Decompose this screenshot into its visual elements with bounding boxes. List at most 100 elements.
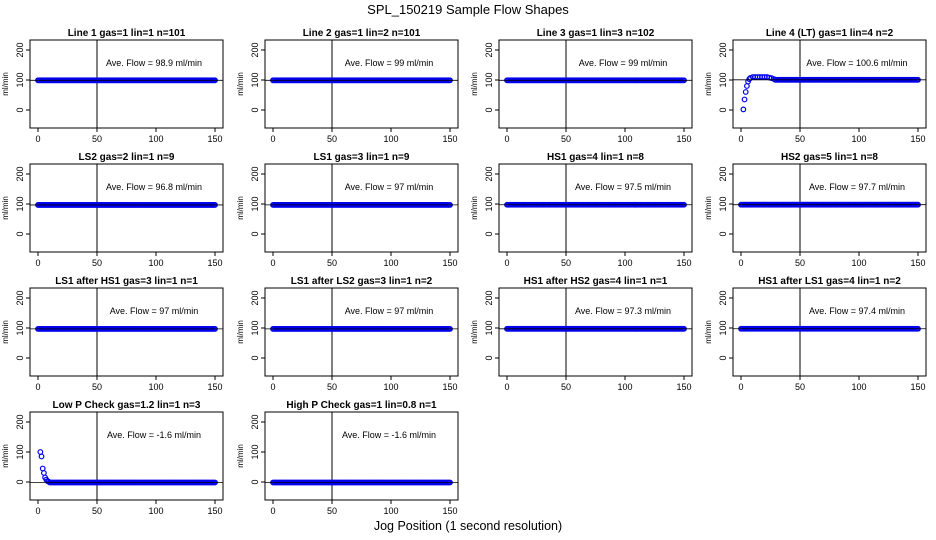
y-tick-label: 100 bbox=[484, 196, 494, 211]
plot-frame bbox=[498, 39, 693, 129]
data-point bbox=[740, 106, 747, 113]
y-tick-label: 0 bbox=[250, 107, 260, 112]
x-tick-label: 0 bbox=[738, 382, 743, 392]
x-tick-label: 100 bbox=[851, 258, 866, 268]
x-tick-label: 0 bbox=[738, 134, 743, 144]
y-tick-label: 0 bbox=[718, 355, 728, 360]
x-tick-label: 0 bbox=[504, 258, 509, 268]
x-tick-label: 0 bbox=[35, 134, 40, 144]
plot-frame bbox=[29, 163, 224, 253]
y-axis-label: ml/min bbox=[470, 320, 479, 344]
y-tick-label: 100 bbox=[718, 196, 728, 211]
y-tick-label: 200 bbox=[15, 42, 25, 57]
data-point bbox=[742, 89, 749, 95]
x-tick-label: 50 bbox=[561, 258, 571, 268]
plot-frame bbox=[29, 287, 224, 377]
x-tick-label: 100 bbox=[383, 134, 398, 144]
y-tick-label: 0 bbox=[15, 479, 25, 484]
plot-frame bbox=[732, 39, 927, 129]
panel-title: LS2 gas=2 lin=1 n=9 bbox=[79, 152, 175, 163]
x-tick-label: 50 bbox=[92, 134, 102, 144]
data-point bbox=[744, 83, 750, 89]
x-tick-label: 150 bbox=[442, 134, 457, 144]
y-axis-label: ml/min bbox=[470, 72, 479, 96]
chart-panel: LS1 after LS2 gas=3 lin=1 n=2 0 50 100 150 0 1… bbox=[236, 276, 459, 392]
x-tick-label: 100 bbox=[383, 258, 398, 268]
panel-title: Line 4 (LT) gas=1 lin=4 n=2 bbox=[766, 28, 894, 39]
y-tick-label: 100 bbox=[484, 72, 494, 87]
y-axis-label: ml/min bbox=[1, 196, 10, 220]
y-tick-label: 0 bbox=[718, 231, 728, 236]
x-tick-label: 100 bbox=[148, 134, 163, 144]
y-axis-label: ml/min bbox=[236, 72, 245, 96]
y-tick-label: 0 bbox=[484, 231, 494, 236]
panel-title: HS1 gas=4 lin=1 n=8 bbox=[547, 152, 644, 163]
x-tick-label: 0 bbox=[35, 506, 40, 516]
chart-panel: HS2 gas=5 lin=1 n=8 0 50 100 150 0 100 200 ml/mi… bbox=[704, 152, 927, 268]
y-tick-label: 100 bbox=[250, 320, 260, 335]
x-tick-label: 150 bbox=[207, 382, 222, 392]
y-tick-label: 100 bbox=[718, 320, 728, 335]
chart-panel: LS2 gas=2 lin=1 n=9 0 50 100 150 0 100 200 ml/mi… bbox=[1, 152, 224, 268]
x-tick-label: 0 bbox=[35, 382, 40, 392]
y-tick-label: 200 bbox=[718, 42, 728, 57]
chart-panel: Line 4 (LT) gas=1 lin=4 n=2 0 50 100 150 0 100… bbox=[704, 28, 927, 144]
x-tick-label: 50 bbox=[92, 506, 102, 516]
y-axis-label: ml/min bbox=[704, 72, 713, 96]
average-flow-annotation: Ave. Flow = 99 ml/min bbox=[579, 58, 668, 68]
y-tick-label: 100 bbox=[15, 72, 25, 87]
y-tick-label: 0 bbox=[718, 107, 728, 112]
chart-panel: LS1 after HS1 gas=3 lin=1 n=1 0 50 100 150 0 1… bbox=[1, 276, 224, 392]
y-tick-label: 200 bbox=[250, 166, 260, 181]
y-axis-label: ml/min bbox=[704, 196, 713, 220]
y-axis-label: ml/min bbox=[1, 444, 10, 468]
plot-frame bbox=[732, 163, 927, 253]
average-flow-annotation: Ave. Flow = 99 ml/min bbox=[345, 58, 434, 68]
y-axis-label: ml/min bbox=[236, 196, 245, 220]
x-tick-label: 0 bbox=[270, 258, 275, 268]
chart-panel: HS1 gas=4 lin=1 n=8 0 50 100 150 0 100 200 ml/mi… bbox=[470, 152, 693, 268]
y-axis-label: ml/min bbox=[236, 320, 245, 344]
x-tick-label: 100 bbox=[148, 258, 163, 268]
y-axis-label: ml/min bbox=[1, 72, 10, 96]
x-tick-label: 100 bbox=[617, 382, 632, 392]
y-tick-label: 200 bbox=[250, 414, 260, 429]
x-tick-label: 150 bbox=[910, 382, 925, 392]
y-axis-label: ml/min bbox=[704, 320, 713, 344]
y-tick-label: 0 bbox=[484, 107, 494, 112]
average-flow-annotation: Ave. Flow = 97.7 ml/min bbox=[809, 182, 905, 192]
y-tick-label: 100 bbox=[15, 320, 25, 335]
x-tick-label: 150 bbox=[676, 382, 691, 392]
y-tick-label: 0 bbox=[15, 355, 25, 360]
y-tick-label: 0 bbox=[250, 231, 260, 236]
x-tick-label: 150 bbox=[207, 506, 222, 516]
page-title: SPL_150219 Sample Flow Shapes bbox=[367, 2, 569, 17]
y-tick-label: 0 bbox=[15, 107, 25, 112]
y-tick-label: 100 bbox=[250, 444, 260, 459]
average-flow-annotation: Ave. Flow = 97 ml/min bbox=[345, 306, 434, 316]
x-tick-label: 100 bbox=[383, 382, 398, 392]
panel-title: Line 3 gas=1 lin=3 n=102 bbox=[537, 28, 655, 39]
average-flow-annotation: Ave. Flow = -1.6 ml/min bbox=[107, 430, 201, 440]
x-tick-label: 100 bbox=[148, 506, 163, 516]
y-axis-label: ml/min bbox=[470, 196, 479, 220]
chart-panel: Low P Check gas=1.2 lin=1 n=3 0 50 100 150 0 1… bbox=[1, 400, 224, 516]
x-tick-label: 0 bbox=[270, 506, 275, 516]
x-tick-label: 100 bbox=[851, 382, 866, 392]
chart-panel: HS1 after LS1 gas=4 lin=1 n=2 0 50 100 150 0 1… bbox=[704, 276, 927, 392]
x-tick-label: 50 bbox=[561, 382, 571, 392]
y-tick-label: 0 bbox=[484, 355, 494, 360]
chart-panel: Line 3 gas=1 lin=3 n=102 0 50 100 150 0 100 200… bbox=[470, 28, 693, 144]
x-tick-label: 150 bbox=[207, 258, 222, 268]
x-tick-label: 100 bbox=[383, 506, 398, 516]
y-tick-label: 200 bbox=[15, 414, 25, 429]
y-tick-label: 200 bbox=[250, 290, 260, 305]
x-tick-label: 0 bbox=[270, 382, 275, 392]
y-tick-label: 200 bbox=[15, 290, 25, 305]
average-flow-annotation: Ave. Flow = 100.6 ml/min bbox=[806, 58, 907, 68]
x-tick-label: 0 bbox=[270, 134, 275, 144]
x-tick-label: 0 bbox=[504, 382, 509, 392]
average-flow-annotation: Ave. Flow = 97.5 ml/min bbox=[575, 182, 671, 192]
x-tick-label: 100 bbox=[617, 258, 632, 268]
